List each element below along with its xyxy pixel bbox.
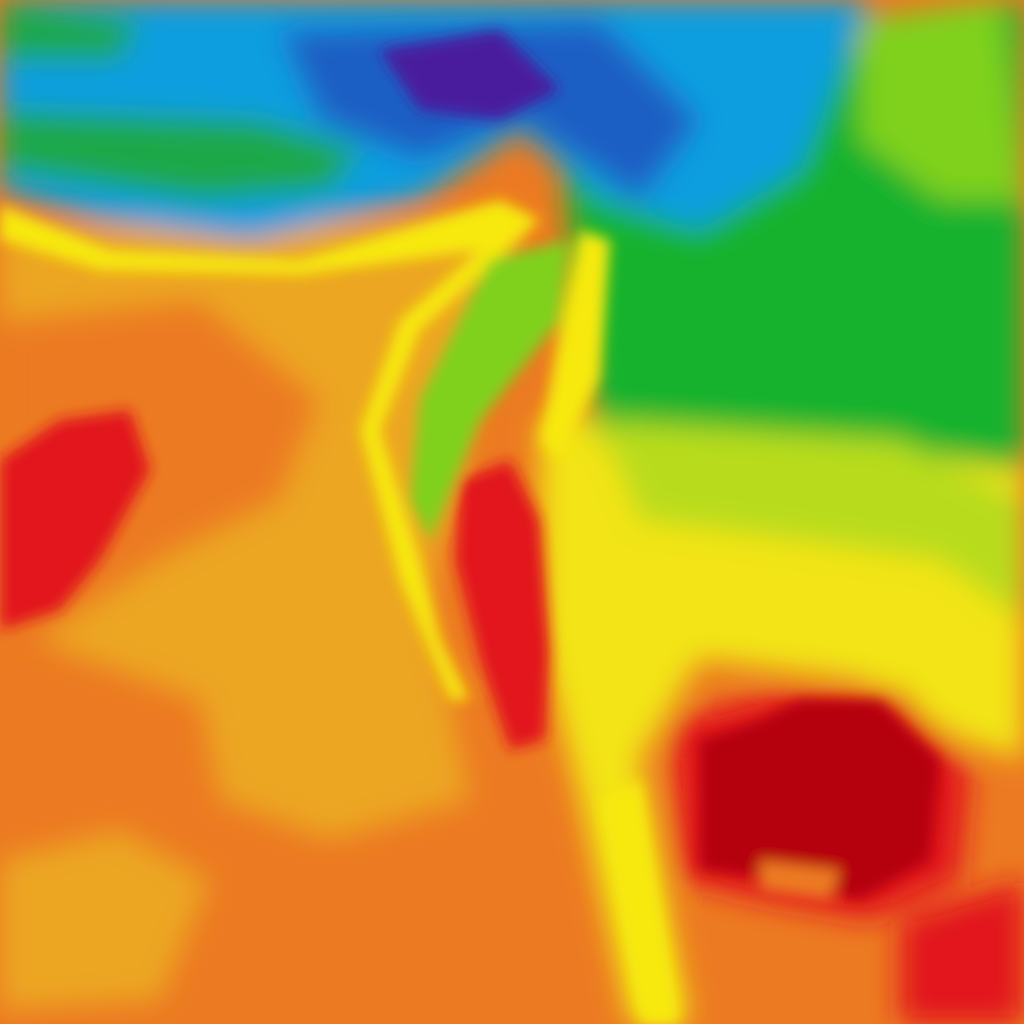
band-yellow-front bbox=[0, 200, 540, 700]
zone-green-northwest-band bbox=[0, 110, 360, 200]
blob-orange-southeast bbox=[760, 860, 840, 900]
zone-light-green-northeast bbox=[860, 0, 1024, 200]
blob-yellow-south bbox=[600, 780, 680, 1024]
blob-red-center bbox=[455, 460, 550, 750]
zone-green-northwest-strip bbox=[0, 0, 140, 60]
zone-light-orange-southwest bbox=[0, 830, 210, 1010]
blob-purple bbox=[380, 30, 560, 120]
blob-red-west bbox=[0, 410, 150, 630]
blob-darkred-southeast bbox=[700, 700, 940, 900]
zone-red-southeast-corner bbox=[900, 880, 1024, 1024]
band-green-front bbox=[410, 240, 570, 540]
zone-yellowgreen-band bbox=[600, 420, 1024, 620]
band-yellow-front-2 bbox=[540, 230, 610, 460]
